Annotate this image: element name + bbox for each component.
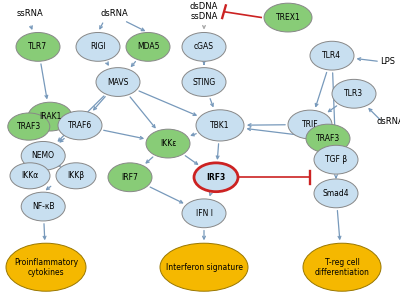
Text: MAVS: MAVS xyxy=(107,78,129,86)
Ellipse shape xyxy=(126,33,170,61)
Text: dsDNA
ssDNA: dsDNA ssDNA xyxy=(190,2,218,21)
Text: TLR7: TLR7 xyxy=(28,42,48,51)
Text: STING: STING xyxy=(192,78,216,86)
Text: TRIF: TRIF xyxy=(302,120,318,129)
Ellipse shape xyxy=(196,110,244,141)
Ellipse shape xyxy=(182,33,226,61)
Ellipse shape xyxy=(314,179,358,208)
Text: TRAF3: TRAF3 xyxy=(17,122,41,131)
Text: TRAF3: TRAF3 xyxy=(316,134,340,143)
Text: IKKε: IKKε xyxy=(160,139,176,148)
Text: IFN I: IFN I xyxy=(196,209,212,218)
Ellipse shape xyxy=(76,33,120,61)
Text: IRF3: IRF3 xyxy=(206,173,226,182)
Text: NF-κB: NF-κB xyxy=(32,202,54,211)
Ellipse shape xyxy=(160,243,248,291)
Ellipse shape xyxy=(182,199,226,228)
Text: cGAS: cGAS xyxy=(194,42,214,51)
Text: TRAF6: TRAF6 xyxy=(68,121,92,130)
Text: MDA5: MDA5 xyxy=(137,42,159,51)
Ellipse shape xyxy=(96,68,140,96)
Ellipse shape xyxy=(332,79,376,108)
Text: TLR4: TLR4 xyxy=(322,51,342,60)
Ellipse shape xyxy=(58,111,102,140)
Text: dsRNA: dsRNA xyxy=(376,117,400,126)
Text: ssRNA: ssRNA xyxy=(17,9,43,18)
Text: RIGI: RIGI xyxy=(90,42,106,51)
Ellipse shape xyxy=(21,192,65,221)
Text: TBK1: TBK1 xyxy=(210,121,230,130)
Ellipse shape xyxy=(108,163,152,192)
Text: IRF7: IRF7 xyxy=(122,173,138,182)
Text: Interferon signature: Interferon signature xyxy=(166,263,242,272)
Text: LPS: LPS xyxy=(380,57,396,66)
Text: IKKβ: IKKβ xyxy=(68,171,84,180)
Text: IKKα: IKKα xyxy=(21,171,39,180)
Text: dsRNA: dsRNA xyxy=(100,9,128,18)
Text: Smad4: Smad4 xyxy=(323,189,349,198)
Ellipse shape xyxy=(16,33,60,61)
Ellipse shape xyxy=(8,113,50,140)
Text: NEMO: NEMO xyxy=(32,151,55,160)
Ellipse shape xyxy=(194,163,238,192)
Ellipse shape xyxy=(314,145,358,174)
Text: TREX1: TREX1 xyxy=(276,13,300,22)
Ellipse shape xyxy=(28,102,72,131)
Text: TGF β: TGF β xyxy=(325,155,347,164)
Ellipse shape xyxy=(288,110,332,139)
Ellipse shape xyxy=(10,163,50,189)
Ellipse shape xyxy=(264,3,312,32)
Ellipse shape xyxy=(6,243,86,291)
Ellipse shape xyxy=(182,68,226,96)
Text: IRAK1: IRAK1 xyxy=(39,112,61,121)
Ellipse shape xyxy=(56,163,96,189)
Ellipse shape xyxy=(21,142,65,170)
Text: Proinflammatory
cytokines: Proinflammatory cytokines xyxy=(14,258,78,277)
Text: T-reg cell
differentiation: T-reg cell differentiation xyxy=(314,258,370,277)
Ellipse shape xyxy=(310,41,354,70)
Ellipse shape xyxy=(306,124,350,153)
Ellipse shape xyxy=(146,129,190,158)
Text: TLR3: TLR3 xyxy=(344,89,364,98)
Ellipse shape xyxy=(303,243,381,291)
